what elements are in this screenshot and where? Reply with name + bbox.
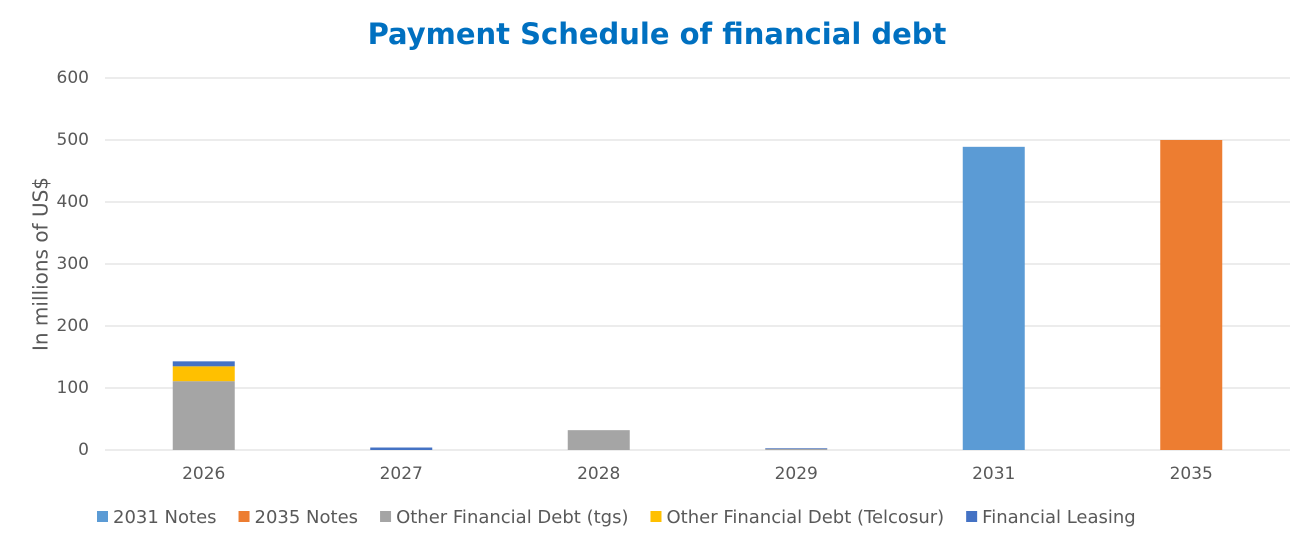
legend-label: Financial Leasing (982, 507, 1136, 528)
bar-segment (172, 381, 235, 450)
legend-swatch (966, 511, 978, 522)
y-tick-label: 100 (57, 378, 89, 398)
legend-label: Other Financial Debt (tgs) (396, 507, 628, 528)
y-tick-label: 200 (57, 316, 89, 336)
legend-label: 2035 Notes (255, 507, 359, 528)
chart-title: Payment Schedule of financial debt (368, 17, 947, 51)
bar-segment (567, 430, 630, 450)
x-tick-label: 2035 (1170, 464, 1213, 484)
bar-segment (765, 448, 828, 449)
x-tick-label: 2031 (972, 464, 1015, 484)
bar-segment (765, 448, 828, 450)
y-tick-label: 300 (57, 254, 89, 274)
x-tick-label: 2027 (380, 464, 423, 484)
legend-swatch (650, 511, 662, 522)
y-tick-label: 600 (57, 68, 89, 88)
bar-segment (172, 366, 235, 382)
bar-segment (1160, 140, 1223, 450)
y-tick-label: 0 (78, 440, 89, 460)
y-tick-label: 500 (57, 130, 89, 150)
y-tick-label: 400 (57, 192, 89, 212)
legend-label: Other Financial Debt (Telcosur) (666, 507, 944, 528)
x-tick-label: 2029 (775, 464, 818, 484)
legend-swatch (97, 511, 108, 522)
bar-segment (172, 361, 235, 367)
bar-segment (962, 146, 1025, 450)
y-axis-label: In millions of US$ (29, 177, 53, 351)
x-tick-label: 2026 (182, 464, 225, 484)
legend-swatch (238, 511, 250, 522)
x-tick-label: 2028 (577, 464, 620, 484)
bar-segment (370, 447, 433, 450)
legend-label: 2031 Notes (113, 507, 217, 528)
legend-swatch (380, 511, 392, 522)
